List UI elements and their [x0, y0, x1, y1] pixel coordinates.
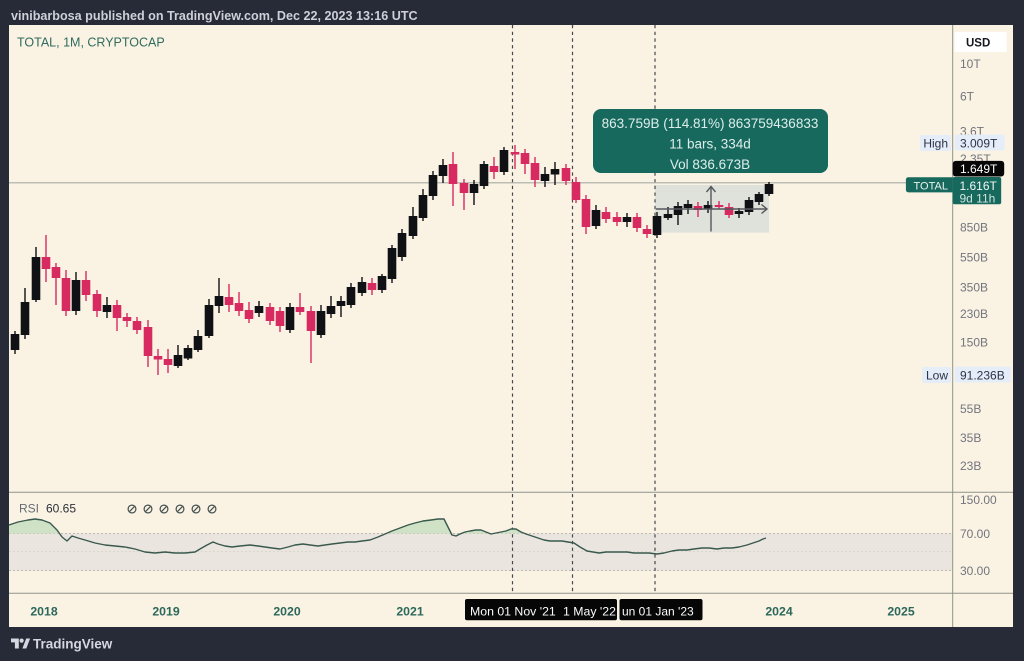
svg-text:TradingView: TradingView	[33, 637, 113, 652]
svg-text:550B: 550B	[960, 250, 988, 264]
svg-text:1 May '22: 1 May '22	[563, 605, 616, 619]
svg-text:un 01 Jan '23: un 01 Jan '23	[622, 605, 694, 619]
svg-text:2025: 2025	[887, 605, 915, 619]
svg-text:11 bars, 334d: 11 bars, 334d	[669, 137, 751, 152]
svg-text:vinibarbosa published on Tradi: vinibarbosa published on TradingView.com…	[11, 9, 418, 23]
svg-text:2021: 2021	[396, 605, 424, 619]
svg-text:TOTAL, 1M, CRYPTOCAP: TOTAL, 1M, CRYPTOCAP	[17, 36, 165, 50]
svg-text:23B: 23B	[960, 459, 981, 473]
svg-text:55B: 55B	[960, 402, 981, 416]
svg-text:70.00: 70.00	[960, 527, 990, 541]
svg-text:35B: 35B	[960, 431, 981, 445]
svg-text:2024: 2024	[765, 605, 793, 619]
svg-text:Mon 01 Nov '21: Mon 01 Nov '21	[470, 605, 556, 619]
svg-text:3.009T: 3.009T	[960, 136, 998, 150]
svg-text:Vol 836.673B: Vol 836.673B	[670, 157, 750, 172]
svg-text:9d 11h: 9d 11h	[960, 191, 996, 205]
svg-text:30.00: 30.00	[960, 564, 990, 578]
svg-text:10T: 10T	[960, 57, 981, 71]
svg-text:TOTAL: TOTAL	[914, 180, 948, 192]
svg-text:2020: 2020	[273, 605, 301, 619]
svg-text:2018: 2018	[30, 605, 58, 619]
svg-text:USD: USD	[966, 37, 990, 49]
svg-text:6T: 6T	[960, 89, 975, 103]
svg-text:863.759B (114.81%) 86375943683: 863.759B (114.81%) 863759436833	[602, 116, 819, 131]
svg-text:1.616T: 1.616T	[960, 179, 998, 193]
svg-text:350B: 350B	[960, 280, 988, 294]
svg-text:High: High	[923, 136, 948, 150]
svg-text:60.65: 60.65	[46, 502, 76, 516]
svg-text:1.649T: 1.649T	[960, 162, 998, 176]
svg-text:RSI: RSI	[19, 502, 39, 516]
svg-text:150B: 150B	[960, 335, 988, 349]
svg-text:230B: 230B	[960, 307, 988, 321]
svg-text:850B: 850B	[960, 220, 988, 234]
svg-text:91.236B: 91.236B	[960, 368, 1005, 382]
svg-text:2019: 2019	[152, 605, 180, 619]
svg-text:150.00: 150.00	[960, 493, 997, 507]
svg-text:Low: Low	[926, 368, 948, 382]
